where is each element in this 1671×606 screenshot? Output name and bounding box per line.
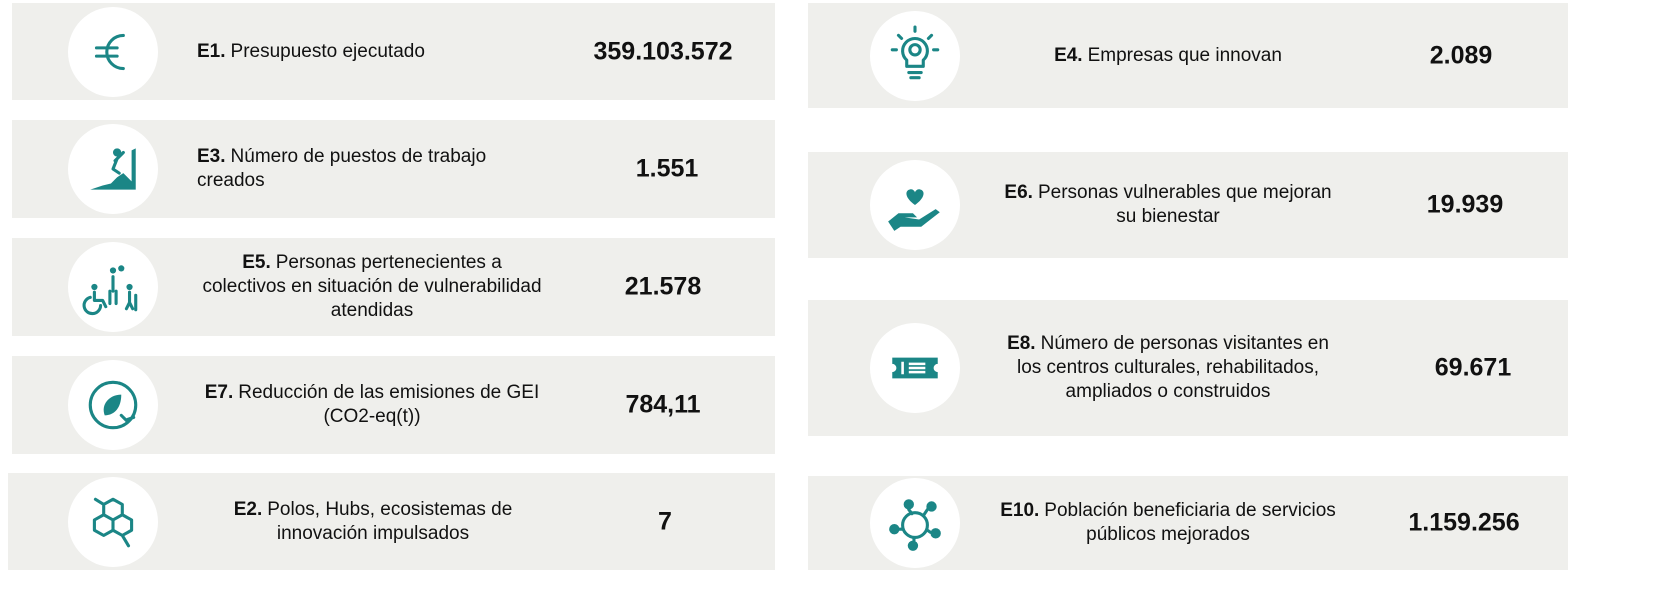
icon <box>870 10 960 101</box>
icon <box>870 478 960 568</box>
code: E3. <box>197 146 226 167</box>
code: E4. <box>1054 44 1083 66</box>
value: 69.671 <box>1434 353 1512 382</box>
card: E10. Población beneficiaria de servicios … <box>808 476 1568 570</box>
label-text: Empresas que innovan <box>1087 44 1282 66</box>
icon <box>68 242 158 332</box>
label: E6. Personas vulnerables que mejoran su b… <box>998 181 1338 229</box>
card: E4. Empresas que innovan 2.089 <box>808 3 1568 108</box>
card: E8. Número de personas visitantes en los … <box>808 300 1568 436</box>
icon <box>68 6 158 97</box>
value: 2.089 <box>1429 41 1493 69</box>
label-text: Número de personas visitantes en los cen… <box>1016 333 1329 402</box>
label: E8. Número de personas visitantes en los … <box>993 332 1343 404</box>
value: 7 <box>658 507 672 535</box>
value: 784,11 <box>625 390 701 419</box>
code: E2. <box>233 498 263 520</box>
label: E2. Polos, Hubs, ecosistemas de innovació… <box>203 498 543 546</box>
label: E10. Población beneficiaria de servicios … <box>993 499 1343 547</box>
label: E1. Presupuesto ejecutado <box>197 40 557 64</box>
label-text: Población beneficiaria de servicios públ… <box>1044 500 1336 545</box>
value: 359.103.572 <box>593 37 733 65</box>
code: E5. <box>242 252 271 273</box>
icon <box>870 323 960 413</box>
label-text: Personas pertenecientes a colectivos en … <box>202 252 542 321</box>
value: 19.939 <box>1426 190 1504 219</box>
code: E10. <box>1000 500 1040 521</box>
label: E7. Reducción de las emisiones de GEI (CO… <box>202 381 542 429</box>
label: E3. Número de puestos de trabajo creados <box>197 145 557 193</box>
icon <box>68 124 158 214</box>
icon <box>870 160 960 250</box>
card: E7. Reducción de las emisiones de GEI (CO… <box>12 356 775 454</box>
code: E6. <box>1004 182 1033 203</box>
card: E1. Presupuesto ejecutado 359.103.572 <box>12 3 775 100</box>
value: 1.159.256 <box>1408 508 1520 537</box>
icon <box>68 360 158 450</box>
label-text: Presupuesto ejecutado <box>230 40 425 62</box>
card: E6. Personas vulnerables que mejoran su b… <box>808 152 1568 258</box>
card: E2. Polos, Hubs, ecosistemas de innovació… <box>8 473 775 570</box>
icon <box>68 476 158 567</box>
label: E4. Empresas que innovan <box>998 44 1338 68</box>
label-text: Personas vulnerables que mejoran su bien… <box>1037 182 1332 227</box>
code: E7. <box>204 382 234 403</box>
value: 21.578 <box>624 272 702 301</box>
card: E3. Número de puestos de trabajo creados … <box>12 120 775 218</box>
code: E8. <box>1007 333 1036 354</box>
value: 1.551 <box>635 154 699 183</box>
label-text: Polos, Hubs, ecosistemas de innovación i… <box>267 498 513 544</box>
code: E1. <box>197 40 226 62</box>
label: E5. Personas pertenecientes a colectivos … <box>202 251 542 323</box>
card: E5. Personas pertenecientes a colectivos … <box>12 238 775 336</box>
label-text: Reducción de las emisiones de GEI (CO2-e… <box>238 382 540 427</box>
label-text: Número de puestos de trabajo creados <box>197 146 487 191</box>
